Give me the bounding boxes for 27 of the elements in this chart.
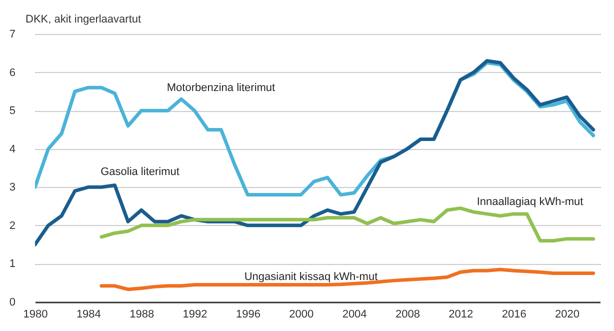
x-tick-label: 2016 (502, 308, 526, 320)
y-tick-label: 5 (9, 105, 16, 118)
x-tick-label: 2020 (555, 308, 580, 320)
x-tick-label: 2004 (342, 308, 367, 320)
y-tick-label: 4 (9, 143, 16, 156)
line-series (100, 268, 596, 292)
series-label: Innaallagiaq kWh-mut (476, 196, 584, 208)
x-tick-label: 2012 (448, 308, 474, 320)
y-tick-label: 0 (9, 296, 16, 308)
x-tick-label: 2000 (289, 308, 314, 320)
x-tick-label: 1984 (76, 308, 101, 320)
y-tick-label: 7 (9, 28, 16, 40)
y-tick-label: 2 (9, 220, 16, 232)
y-tick-label: 6 (9, 66, 16, 79)
y-axis-title: DKK, akit ingerlaavartut (26, 14, 142, 26)
line-series (100, 206, 596, 242)
line-series (35, 59, 596, 246)
x-tick-label: 1988 (130, 308, 154, 320)
series-label: Motorbenzina literimut (166, 82, 276, 94)
x-tick-label: 1992 (182, 308, 208, 320)
series-label: Ungasianit kissaq kWh-mut (244, 271, 378, 283)
x-tick-label: 1980 (23, 308, 48, 320)
series-label: Gasolia literimut (100, 166, 180, 178)
x-tick-label: 1996 (236, 308, 260, 320)
y-tick-label: 1 (9, 258, 16, 270)
y-tick-label: 3 (9, 182, 16, 194)
x-tick-label: 2008 (395, 308, 420, 320)
